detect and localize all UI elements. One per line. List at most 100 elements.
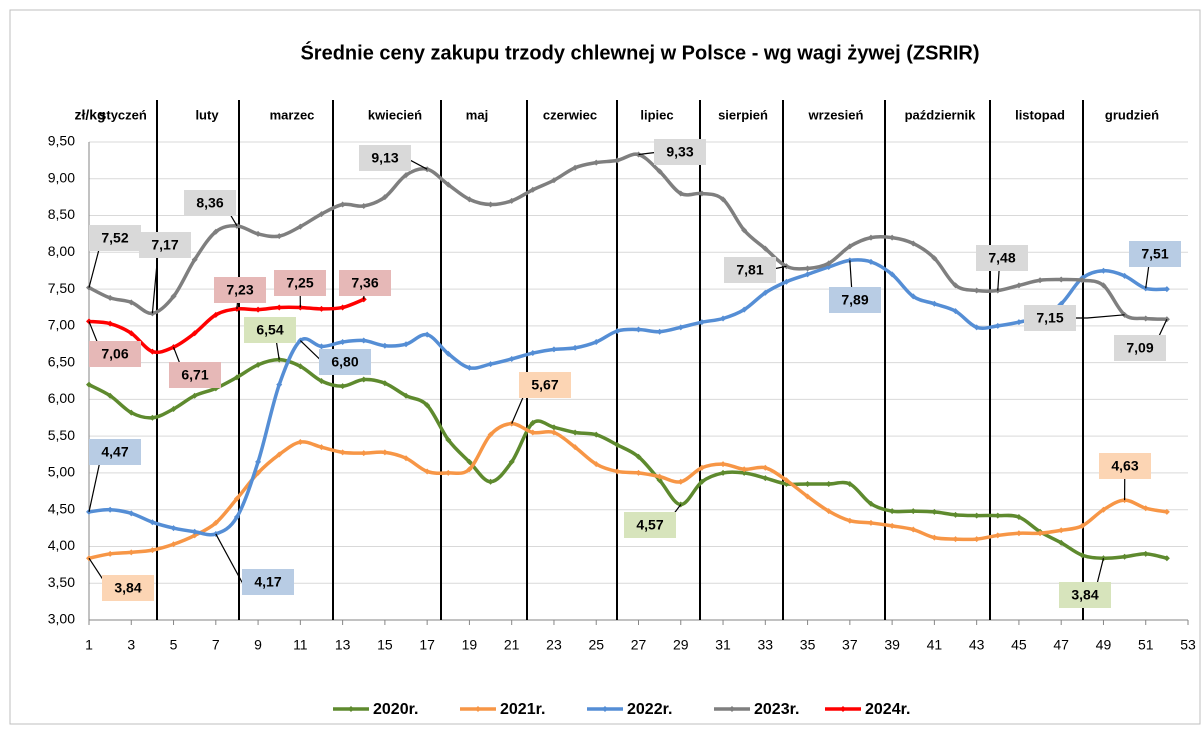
point-marker xyxy=(128,510,135,517)
x-tick-label: 31 xyxy=(715,637,731,653)
point-marker xyxy=(804,493,811,500)
point-marker xyxy=(952,511,959,518)
month-label: wrzesień xyxy=(808,107,864,122)
point-marker xyxy=(128,330,135,337)
month-label: luty xyxy=(195,107,219,122)
point-marker xyxy=(741,466,748,473)
point-marker xyxy=(1100,506,1107,513)
point-marker xyxy=(466,458,473,465)
legend-label: 2023r. xyxy=(754,701,799,718)
point-marker xyxy=(1142,505,1149,512)
point-marker xyxy=(149,519,156,526)
legend-marker xyxy=(729,706,735,712)
point-marker xyxy=(698,319,705,326)
point-marker xyxy=(1142,550,1149,557)
point-marker xyxy=(445,469,452,476)
value-label: 6,54 xyxy=(256,322,283,338)
point-marker xyxy=(212,311,219,318)
series-0 xyxy=(86,356,1170,562)
value-label-box xyxy=(274,270,326,296)
point-marker xyxy=(931,508,938,515)
value-label-box xyxy=(519,372,571,398)
x-tick-label: 3 xyxy=(127,637,135,653)
value-label-box xyxy=(724,257,776,283)
point-marker xyxy=(191,532,198,539)
point-marker xyxy=(889,271,896,278)
point-marker xyxy=(910,508,917,515)
point-marker xyxy=(403,455,410,462)
point-marker xyxy=(741,227,748,234)
point-marker xyxy=(910,293,917,300)
point-marker xyxy=(994,512,1001,519)
point-marker xyxy=(381,380,388,387)
y-tick-label: 7,50 xyxy=(48,280,75,296)
series-line xyxy=(88,357,1168,561)
y-tick-label: 9,00 xyxy=(48,169,75,185)
point-marker xyxy=(466,466,473,473)
value-label-box xyxy=(654,139,706,165)
legend-label: 2020r. xyxy=(373,701,418,718)
point-marker xyxy=(973,287,980,294)
point-marker xyxy=(508,197,515,204)
point-marker xyxy=(741,469,748,476)
point-marker xyxy=(191,392,198,399)
point-marker xyxy=(720,196,727,203)
value-label: 7,81 xyxy=(736,262,763,278)
month-label: styczeń xyxy=(99,107,147,122)
legend-label: 2024r. xyxy=(865,701,910,718)
x-tick-label: 37 xyxy=(842,637,858,653)
point-marker xyxy=(867,234,874,241)
point-marker xyxy=(276,233,283,240)
point-marker xyxy=(994,532,1001,539)
point-marker xyxy=(318,305,325,312)
value-label-box xyxy=(1099,453,1151,479)
point-marker xyxy=(846,480,853,487)
value-label: 8,36 xyxy=(196,195,223,211)
x-tick-label: 17 xyxy=(419,637,435,653)
series-4 xyxy=(86,296,367,355)
point-marker xyxy=(339,201,346,208)
value-label: 3,84 xyxy=(1071,587,1098,603)
legend-marker xyxy=(348,706,354,712)
point-marker xyxy=(804,265,811,272)
value-label-box xyxy=(169,362,221,388)
point-marker xyxy=(107,320,114,327)
point-marker xyxy=(107,294,114,301)
value-label-box xyxy=(319,349,371,375)
point-marker xyxy=(572,429,579,436)
point-marker xyxy=(255,230,262,237)
series-line xyxy=(88,152,1167,321)
value-label: 7,36 xyxy=(351,275,378,291)
legend-marker xyxy=(475,706,481,712)
point-marker xyxy=(297,439,304,446)
point-marker xyxy=(297,363,304,370)
value-label-box xyxy=(1114,335,1166,361)
point-marker xyxy=(635,326,642,333)
point-marker xyxy=(952,536,959,543)
point-marker xyxy=(170,293,177,300)
point-marker xyxy=(1015,282,1022,289)
point-marker xyxy=(635,453,642,460)
month-label: czerwiec xyxy=(543,107,597,122)
point-marker xyxy=(825,480,832,487)
point-marker xyxy=(867,258,874,265)
point-marker xyxy=(276,381,283,388)
month-label: grudzień xyxy=(1105,107,1159,122)
point-marker xyxy=(720,315,727,322)
point-marker xyxy=(1058,276,1065,283)
point-marker xyxy=(931,534,938,541)
x-tick-label: 29 xyxy=(673,637,689,653)
point-marker xyxy=(889,522,896,529)
y-tick-label: 6,00 xyxy=(48,390,75,406)
point-marker xyxy=(614,327,621,334)
point-marker xyxy=(973,512,980,519)
point-marker xyxy=(1142,315,1149,322)
point-marker xyxy=(529,419,536,426)
x-tick-label: 47 xyxy=(1053,637,1069,653)
point-marker xyxy=(403,172,410,179)
point-marker xyxy=(1015,514,1022,521)
x-tick-label: 45 xyxy=(1011,637,1027,653)
point-marker xyxy=(128,549,135,556)
value-label: 4,47 xyxy=(101,444,128,460)
